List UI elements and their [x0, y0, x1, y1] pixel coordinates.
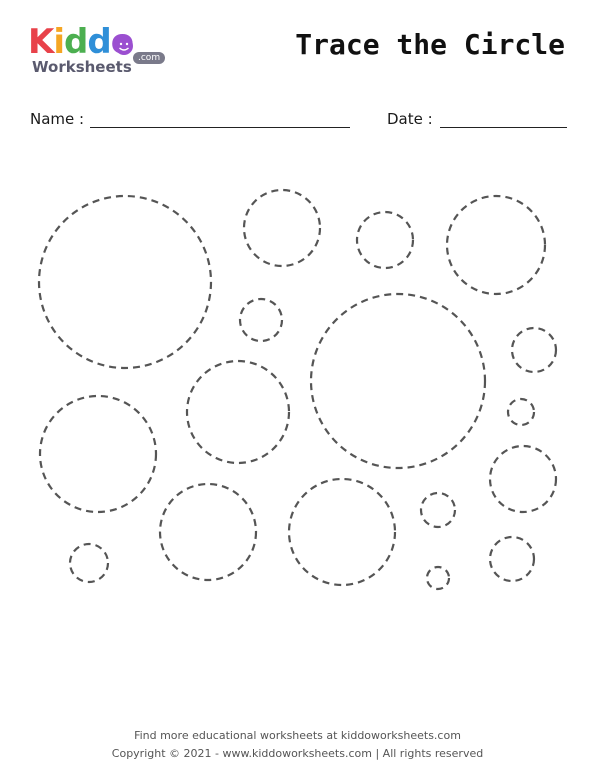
trace-circle[interactable]	[37, 194, 213, 370]
trace-circle[interactable]	[425, 565, 451, 591]
trace-circle[interactable]	[185, 359, 291, 465]
kiddo-logo: Kiddo Worksheets .com	[28, 22, 168, 82]
date-label: Date :	[387, 110, 433, 128]
trace-circle[interactable]	[488, 444, 558, 514]
name-date-row: Name : Date :	[30, 110, 570, 132]
logo-subtitle: Worksheets	[32, 58, 132, 76]
footer-copyright: Copyright © 2021 - www.kiddoworksheets.c…	[111, 747, 484, 760]
trace-circle[interactable]	[419, 491, 457, 529]
logo-face-icon	[115, 37, 133, 55]
trace-circle[interactable]	[355, 210, 415, 270]
trace-circle[interactable]	[158, 482, 258, 582]
trace-circle[interactable]	[309, 292, 487, 470]
trace-circle[interactable]	[445, 194, 547, 296]
logo-letter: d	[87, 22, 111, 62]
trace-circle[interactable]	[510, 326, 558, 374]
logo-letter: i	[53, 22, 65, 62]
logo-letter: d	[64, 22, 88, 62]
name-label: Name :	[30, 110, 85, 128]
trace-circle[interactable]	[238, 297, 284, 343]
footer-more-worksheets: Find more educational worksheets at kidd…	[134, 729, 461, 742]
trace-circle[interactable]	[488, 535, 536, 583]
logo-letter: K	[28, 22, 54, 62]
trace-circle[interactable]	[38, 394, 158, 514]
trace-circle[interactable]	[506, 397, 536, 427]
trace-circle[interactable]	[287, 477, 397, 587]
trace-circle[interactable]	[242, 188, 322, 268]
trace-circle[interactable]	[68, 542, 110, 584]
name-line[interactable]	[90, 127, 350, 128]
logo-wordmark: Kiddo	[28, 22, 134, 62]
date-line[interactable]	[440, 127, 567, 128]
logo-domain-badge: .com	[133, 52, 166, 64]
page-title: Trace the Circle	[295, 28, 565, 61]
